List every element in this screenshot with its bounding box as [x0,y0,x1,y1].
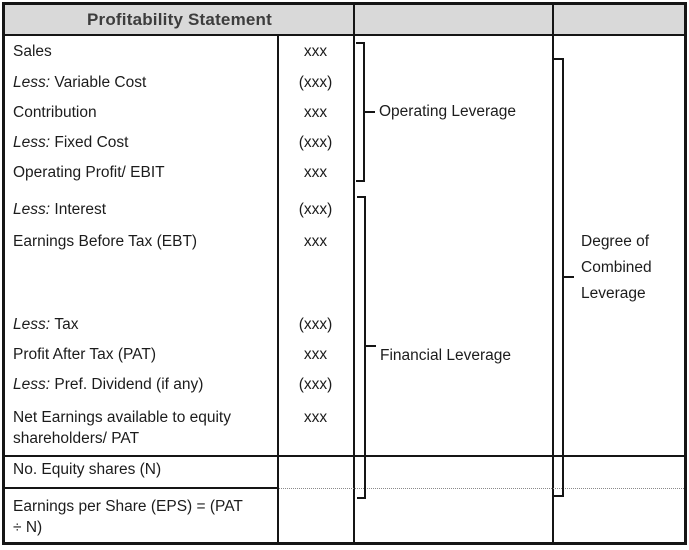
row-label-text: Net Earnings available to equity shareho… [13,409,231,447]
row-value: xxx [303,43,328,60]
row-label-text: Pref. Dividend (if any) [54,376,204,393]
row-divider-equity-shares-dotted [279,488,684,489]
row-label: Sales [5,42,277,62]
table-title: Profitability Statement [86,9,273,29]
row-label: Less: Pref. Dividend (if any) [5,375,277,395]
row-label: Less: Fixed Cost [5,133,277,153]
row-value: (xxx) [298,134,333,151]
row-value: (xxx) [298,316,333,333]
row-label-prefix: Less: [13,74,51,91]
combined-leverage-label: Degree of Combined Leverage [581,233,652,302]
row-label-text: Profit After Tax (PAT) [13,346,156,363]
table-row: Net Earnings available to equity shareho… [5,407,354,449]
row-label-text: Earnings per Share (EPS) = (PAT ÷ N) [13,498,243,536]
table-row: Less: Fixed Cost (xxx) [5,133,354,153]
table-row: Profit After Tax (PAT) xxx [5,345,354,365]
row-value: (xxx) [298,201,333,218]
row-label-text: No. Equity shares (N) [13,461,162,478]
row-label: No. Equity shares (N) [5,460,277,480]
row-label-text: Operating Profit/ EBIT [13,164,165,181]
row-label: Net Earnings available to equity shareho… [5,407,277,449]
table-row: Less: Interest (xxx) [5,200,354,220]
row-value: xxx [303,409,328,426]
row-label-text: Sales [13,43,52,60]
row-value: xxx [303,233,328,250]
table-row: No. Equity shares (N) [5,460,354,480]
column-divider-values-leverage [353,5,355,542]
row-label-prefix: Less: [13,316,51,333]
row-value: xxx [303,164,328,181]
table-row: Earnings per Share (EPS) = (PAT ÷ N) [5,496,354,538]
table-row: Operating Profit/ EBIT xxx [5,163,354,183]
table-row: Contribution xxx [5,103,354,123]
row-label-prefix: Less: [13,134,51,151]
row-label-text: Interest [54,201,107,218]
row-value: xxx [303,104,328,121]
operating-leverage-label: Operating Leverage [379,103,517,120]
row-label: Operating Profit/ EBIT [5,163,277,183]
row-label: Earnings Before Tax (EBT) [5,232,277,252]
row-label-text: Contribution [13,104,97,121]
row-label-prefix: Less: [13,376,51,393]
row-label-text: Fixed Cost [54,134,129,151]
row-label-text: Tax [54,316,79,333]
column-divider-leverage-combined [552,5,554,542]
row-divider-equity-shares [5,487,277,489]
row-value: (xxx) [298,74,333,91]
row-label: Less: Tax [5,315,277,335]
row-value: (xxx) [298,376,333,393]
table-row: Earnings Before Tax (EBT) xxx [5,232,354,252]
row-label: Profit After Tax (PAT) [5,345,277,365]
row-label-text: Variable Cost [54,74,147,91]
column-divider-labels-values [277,34,279,542]
table-row: Less: Tax (xxx) [5,315,354,335]
row-divider-net-earnings [5,455,684,457]
row-label: Less: Variable Cost [5,73,277,93]
table-header-row [5,5,684,36]
table-row: Less: Variable Cost (xxx) [5,73,354,93]
row-label: Earnings per Share (EPS) = (PAT ÷ N) [5,496,277,538]
table-row: Sales xxx [5,42,354,62]
row-label: Contribution [5,103,277,123]
row-label-text: Earnings Before Tax (EBT) [13,233,198,250]
row-label: Less: Interest [5,200,277,220]
row-label-prefix: Less: [13,201,51,218]
financial-leverage-label: Financial Leverage [380,347,511,364]
table-row: Less: Pref. Dividend (if any) (xxx) [5,375,354,395]
row-value: xxx [303,346,328,363]
